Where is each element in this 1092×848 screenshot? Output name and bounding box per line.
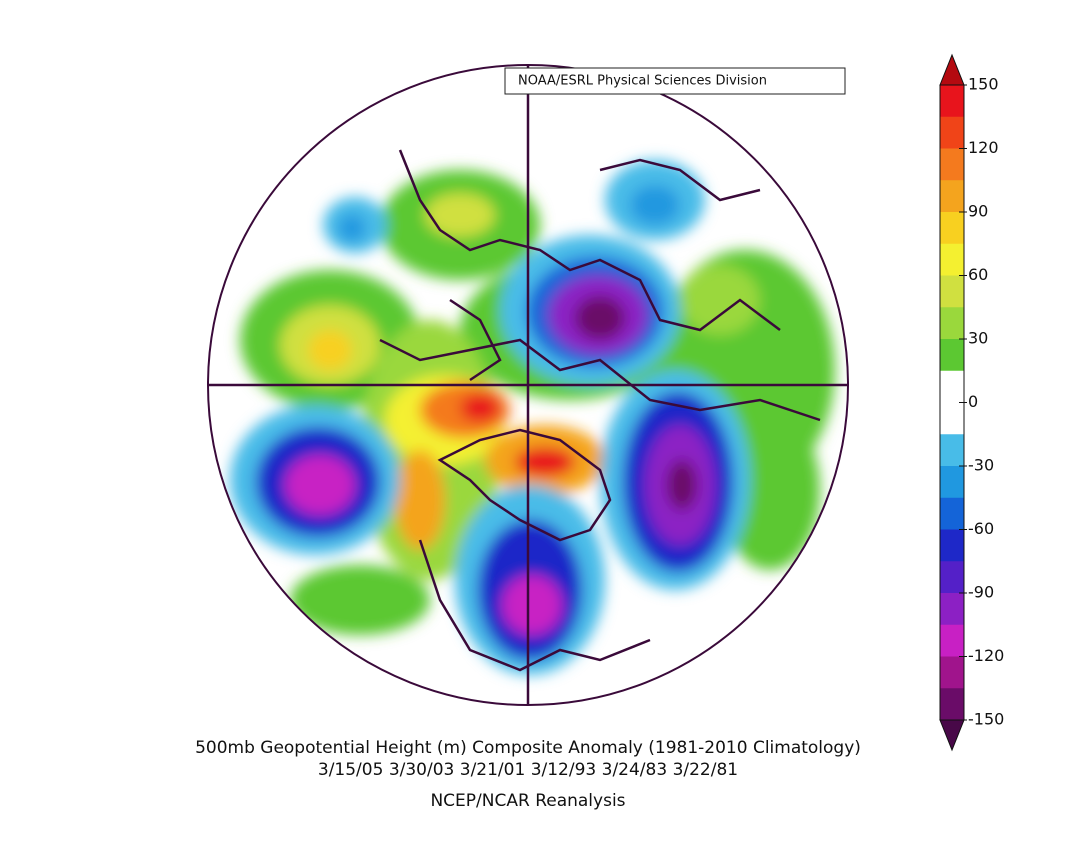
grid-cross (208, 65, 848, 705)
colorbar-bin (940, 497, 964, 530)
colorbar-bin (940, 466, 964, 499)
title: 500mb Geopotential Height (m) Composite … (195, 738, 861, 758)
colorbar-bin (940, 116, 964, 149)
colorbar-bin (940, 307, 964, 340)
colorbar-bin (940, 434, 964, 467)
colorbar-bin (940, 275, 964, 308)
colorbar-bin (940, 561, 964, 594)
colorbar-bin (940, 212, 964, 245)
colorbar-tick-label: 30 (968, 329, 988, 348)
colorbar-bin (940, 656, 964, 689)
colorbar-bin (940, 529, 964, 562)
source: NCEP/NCAR Reanalysis (430, 791, 625, 811)
colorbar-tick-label: -30 (968, 456, 994, 475)
colorbar-tick-label: -120 (968, 646, 1004, 665)
coastlines (379, 149, 821, 672)
anomaly-field (208, 65, 848, 705)
colorbar-bin (940, 339, 964, 372)
colorbar-bin (940, 402, 964, 435)
colorbar: 150 120 90 60 30 0 -30 -60 -90 -120 -150 (939, 53, 1004, 752)
credit-box (504, 67, 846, 95)
colorbar-tick-label: 150 (968, 75, 999, 94)
colorbar-bin (940, 243, 964, 276)
colorbar-tick-label: 90 (968, 202, 988, 221)
colorbar-over (939, 53, 965, 86)
colorbar-bin (940, 370, 964, 403)
colorbar-tick-label: 60 (968, 265, 988, 284)
credit: NOAA/ESRL Physical Sciences Division (518, 74, 767, 89)
colorbar-under (939, 719, 965, 752)
colorbar-tick-label: -150 (968, 710, 1004, 729)
map-border (207, 64, 849, 706)
colorbar-bin (940, 624, 964, 657)
colorbar-tick-label: -60 (968, 519, 994, 538)
colorbar-bin (940, 148, 964, 181)
colorbar-bin (940, 688, 964, 721)
colorbar-tick-label: -90 (968, 583, 994, 602)
colorbar-bin (940, 180, 964, 213)
colorbar-tick-label: 0 (968, 392, 978, 411)
colorbar-bin (940, 85, 964, 118)
colorbar-tick-label: 120 (968, 138, 999, 157)
dates: 3/15/05 3/30/03 3/21/01 3/12/93 3/24/83 … (318, 760, 738, 780)
colorbar-bin (940, 593, 964, 626)
